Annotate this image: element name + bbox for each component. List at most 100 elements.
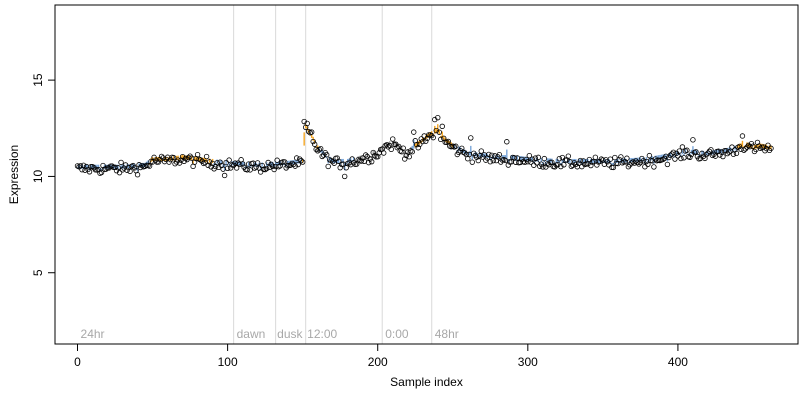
data-point xyxy=(411,129,417,135)
data-point xyxy=(739,133,746,139)
x-tick-label: 0 xyxy=(74,355,81,369)
data-point xyxy=(622,159,629,165)
data-point xyxy=(224,165,231,171)
data-point xyxy=(298,157,304,164)
data-point xyxy=(98,169,105,176)
y-axis-label: Expression xyxy=(7,145,21,204)
plot-frame xyxy=(54,4,799,345)
data-point xyxy=(257,169,264,175)
data-point xyxy=(679,144,686,150)
data-point xyxy=(205,162,211,169)
data-point xyxy=(424,135,430,142)
time-annotation: 0:00 xyxy=(385,327,409,341)
data-point xyxy=(420,138,426,145)
data-point xyxy=(116,169,123,176)
data-point xyxy=(122,162,129,168)
data-point xyxy=(717,152,723,158)
data-point xyxy=(709,152,716,159)
data-point xyxy=(179,153,186,160)
data-point xyxy=(388,146,394,153)
data-point xyxy=(660,156,666,163)
data-point xyxy=(720,153,726,160)
data-point xyxy=(426,132,432,138)
data-point xyxy=(541,155,548,162)
data-point xyxy=(304,120,310,127)
data-point xyxy=(768,145,774,152)
data-point xyxy=(640,158,647,164)
data-point xyxy=(218,162,225,169)
data-point xyxy=(490,157,496,164)
data-point xyxy=(676,148,683,154)
data-points xyxy=(74,114,774,180)
data-point xyxy=(667,152,674,158)
data-point xyxy=(576,160,582,167)
data-point xyxy=(175,157,181,163)
data-point xyxy=(529,156,536,162)
data-point xyxy=(736,143,743,150)
data-point xyxy=(612,154,618,161)
data-point xyxy=(305,128,312,135)
data-point xyxy=(178,157,184,163)
data-point xyxy=(182,155,189,162)
data-point xyxy=(528,159,534,165)
data-point xyxy=(311,141,318,147)
data-point xyxy=(372,153,378,159)
data-point xyxy=(226,157,232,163)
data-point xyxy=(453,143,459,149)
data-point xyxy=(80,162,87,169)
data-point xyxy=(414,141,420,148)
data-point xyxy=(269,163,276,169)
data-point xyxy=(266,164,273,170)
data-point xyxy=(748,140,755,147)
data-point xyxy=(89,163,96,170)
data-point xyxy=(206,159,213,165)
data-point xyxy=(197,157,204,163)
y-axis: 5 10 15 xyxy=(31,73,56,276)
data-point xyxy=(127,168,133,175)
data-point xyxy=(703,151,710,158)
data-point xyxy=(706,148,713,155)
data-point xyxy=(634,159,641,166)
data-point xyxy=(741,147,747,153)
data-point xyxy=(396,143,402,150)
data-point xyxy=(646,152,653,159)
data-point xyxy=(370,149,376,156)
time-annotations: 24hr dawn dusk 12:00 0:00 48hr xyxy=(81,327,459,341)
data-point xyxy=(684,147,690,153)
data-point xyxy=(239,161,246,167)
data-point xyxy=(636,161,642,167)
data-point xyxy=(191,159,198,165)
data-point xyxy=(293,155,300,161)
data-point xyxy=(505,162,512,168)
data-point xyxy=(271,166,277,173)
data-point xyxy=(334,155,340,161)
data-point xyxy=(664,161,671,168)
data-point xyxy=(733,150,740,157)
data-point xyxy=(486,151,492,158)
data-point xyxy=(406,154,412,160)
data-point xyxy=(310,138,316,145)
data-point xyxy=(742,146,749,152)
data-point xyxy=(489,152,495,158)
data-point xyxy=(757,145,764,151)
data-point xyxy=(558,163,564,170)
data-point xyxy=(146,163,153,169)
data-point xyxy=(693,149,699,155)
data-point xyxy=(367,156,373,162)
data-point xyxy=(568,163,575,170)
data-point xyxy=(729,144,735,150)
data-point xyxy=(580,158,587,164)
x-tick-label: 100 xyxy=(218,355,238,369)
time-annotation: 48hr xyxy=(435,327,459,341)
data-point xyxy=(538,161,545,167)
data-point xyxy=(645,161,651,167)
data-point xyxy=(711,151,717,158)
data-point xyxy=(469,159,475,165)
data-point xyxy=(295,161,301,168)
data-point xyxy=(325,163,331,170)
data-point xyxy=(394,144,400,151)
data-point xyxy=(681,155,687,161)
data-point xyxy=(478,148,484,154)
data-point xyxy=(672,156,678,162)
data-point xyxy=(203,153,210,160)
